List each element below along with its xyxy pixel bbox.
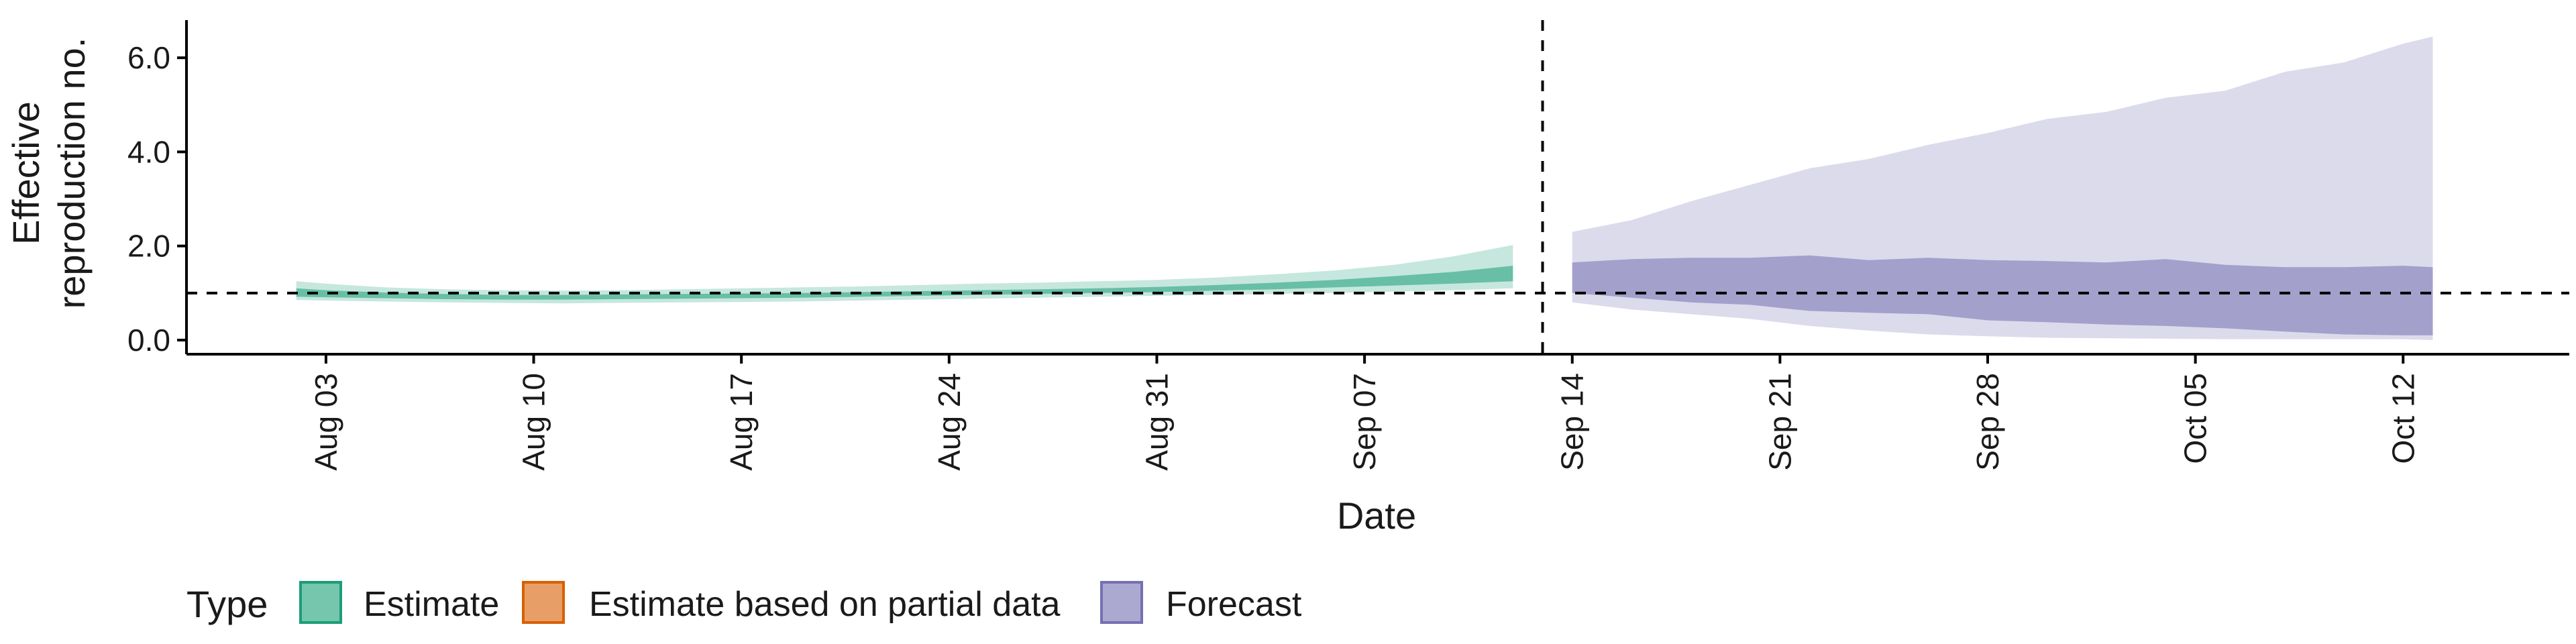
- y-axis-title-line-1: Effective: [5, 101, 47, 245]
- bands-layer: [296, 36, 2433, 340]
- legend-swatch-partial: [522, 581, 565, 624]
- y-tick-label: 0.0: [127, 323, 170, 358]
- legend-swatch-estimate: [299, 581, 342, 624]
- x-tick-label: Aug 10: [517, 373, 551, 471]
- x-tick-label: Sep 21: [1762, 373, 1797, 471]
- legend: Type Estimate Estimate based on partial …: [186, 581, 1302, 625]
- ticks-layer: 0.0 2.0 4.0 6.0 Aug 03 Aug 10 Aug 17 Aug 24 Aug …: [127, 40, 2420, 471]
- x-axis-title: Date: [1337, 494, 1416, 537]
- legend-label-partial: Estimate based on partial data: [589, 585, 1061, 624]
- legend-swatch-forecast: [1100, 581, 1143, 624]
- legend-title: Type: [186, 583, 268, 625]
- y-tick-label: 2.0: [127, 229, 170, 264]
- x-tick-label: Oct 05: [2178, 373, 2213, 464]
- legend-label-estimate: Estimate: [364, 585, 499, 624]
- y-axis-title-line-2: reproduction no.: [50, 38, 93, 309]
- legend-label-forecast: Forecast: [1166, 585, 1302, 624]
- x-tick-label: Aug 24: [932, 373, 967, 471]
- x-tick-label: Sep 28: [1970, 373, 2005, 471]
- forecast-inner-band: [1572, 255, 2433, 335]
- x-tick-label: Aug 31: [1140, 373, 1175, 471]
- x-tick-label: Aug 03: [309, 373, 343, 471]
- x-tick-label: Aug 17: [724, 373, 759, 471]
- y-tick-label: 6.0: [127, 40, 170, 75]
- reference-layer: [186, 20, 2569, 354]
- x-tick-label: Oct 12: [2385, 373, 2420, 464]
- y-tick-label: 4.0: [127, 134, 170, 169]
- x-tick-label: Sep 07: [1347, 373, 1382, 471]
- x-tick-label: Sep 14: [1555, 373, 1590, 471]
- estimate-inner-band: [296, 266, 1513, 300]
- axes-layer: [185, 20, 2569, 356]
